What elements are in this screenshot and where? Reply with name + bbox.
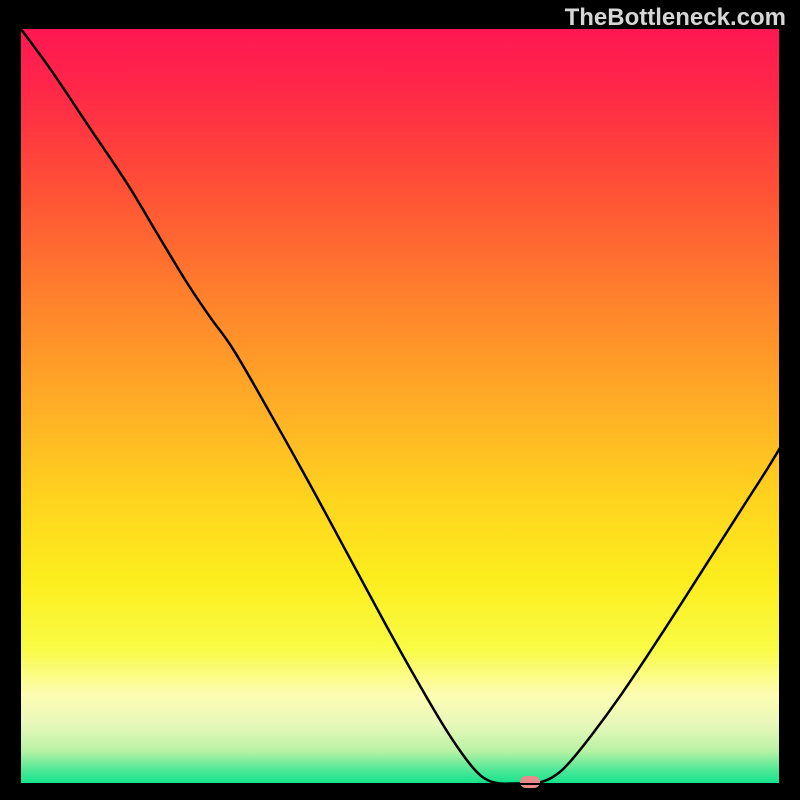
plot-area bbox=[21, 29, 781, 785]
chart-root: TheBottleneck.com bbox=[0, 0, 800, 800]
optimal-marker bbox=[520, 776, 540, 788]
axis-bottom bbox=[21, 783, 781, 785]
watermark-text: TheBottleneck.com bbox=[565, 4, 786, 32]
bottleneck-curve bbox=[21, 29, 781, 785]
axis-right bbox=[779, 29, 781, 785]
